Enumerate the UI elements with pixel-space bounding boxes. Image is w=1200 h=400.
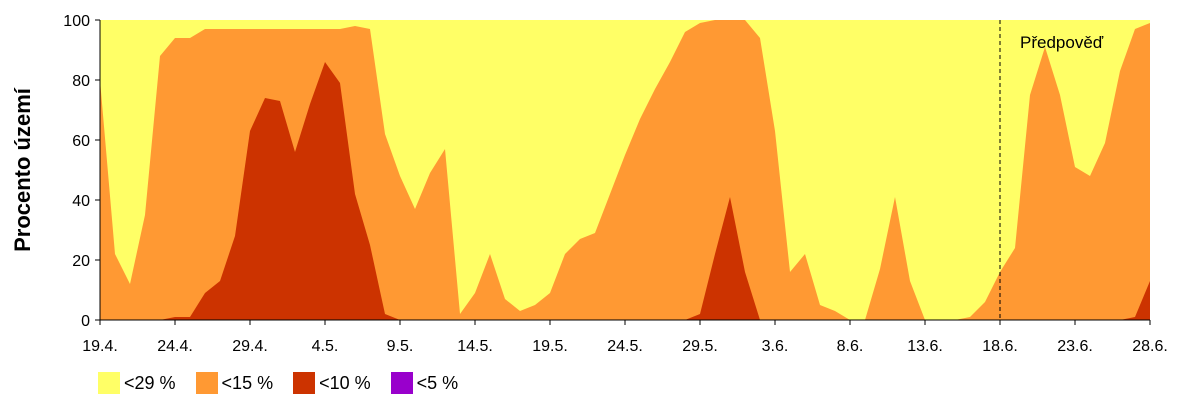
y-tick-label: 0: [81, 313, 90, 330]
legend-label: <5 %: [416, 372, 459, 393]
forecast-label: Předpověď: [1020, 33, 1104, 52]
x-tick-label: 13.6.: [907, 338, 943, 355]
y-axis-label: Procento území: [10, 87, 35, 252]
legend-swatch: [98, 372, 120, 394]
y-tick-label: 20: [72, 253, 90, 270]
x-tick-label: 9.5.: [387, 338, 414, 355]
legend-label: <29 %: [124, 372, 176, 393]
legend-item: <5 %: [390, 372, 459, 394]
x-tick-label: 28.6.: [1132, 338, 1168, 355]
area-series-group: [100, 20, 1150, 320]
legend-item: <29 %: [98, 372, 176, 394]
x-tick-label: 14.5.: [457, 338, 493, 355]
legend-swatch: [390, 372, 413, 394]
y-tick-label: 100: [63, 13, 90, 30]
area-series-3: [100, 62, 1150, 320]
y-tick-label: 60: [72, 133, 90, 150]
y-tick-labels: 0 20 40 60 80 100: [63, 13, 90, 330]
x-tick-label: 29.4.: [232, 338, 268, 355]
legend-label: <15 %: [221, 372, 274, 393]
legend-label: <10 %: [319, 372, 371, 393]
x-tick-label: 24.5.: [607, 338, 643, 355]
legend-swatch: [293, 372, 316, 394]
x-tick-label: 8.6.: [837, 338, 864, 355]
x-tick-label: 23.6.: [1057, 338, 1093, 355]
legend-item: <15 %: [195, 372, 274, 394]
x-tick-labels: 19.4. 24.4. 29.4. 4.5. 9.5. 14.5. 19.5. 24.5. 29…: [82, 338, 1168, 355]
legend-swatch: [195, 372, 218, 394]
axes: [95, 19, 1151, 325]
x-tick-label: 4.5.: [312, 338, 339, 355]
x-tick-label: 24.4.: [157, 338, 193, 355]
x-tick-label: 19.5.: [532, 338, 568, 355]
legend-item: <10 %: [293, 372, 371, 394]
x-tick-label: 18.6.: [982, 338, 1018, 355]
legend: <29 % <15 % <10 % <5 %: [98, 372, 478, 394]
y-tick-label: 80: [72, 73, 90, 90]
y-tick-label: 40: [72, 193, 90, 210]
x-tick-label: 3.6.: [762, 338, 789, 355]
x-tick-label: 29.5.: [682, 338, 718, 355]
x-tick-label: 19.4.: [82, 338, 118, 355]
